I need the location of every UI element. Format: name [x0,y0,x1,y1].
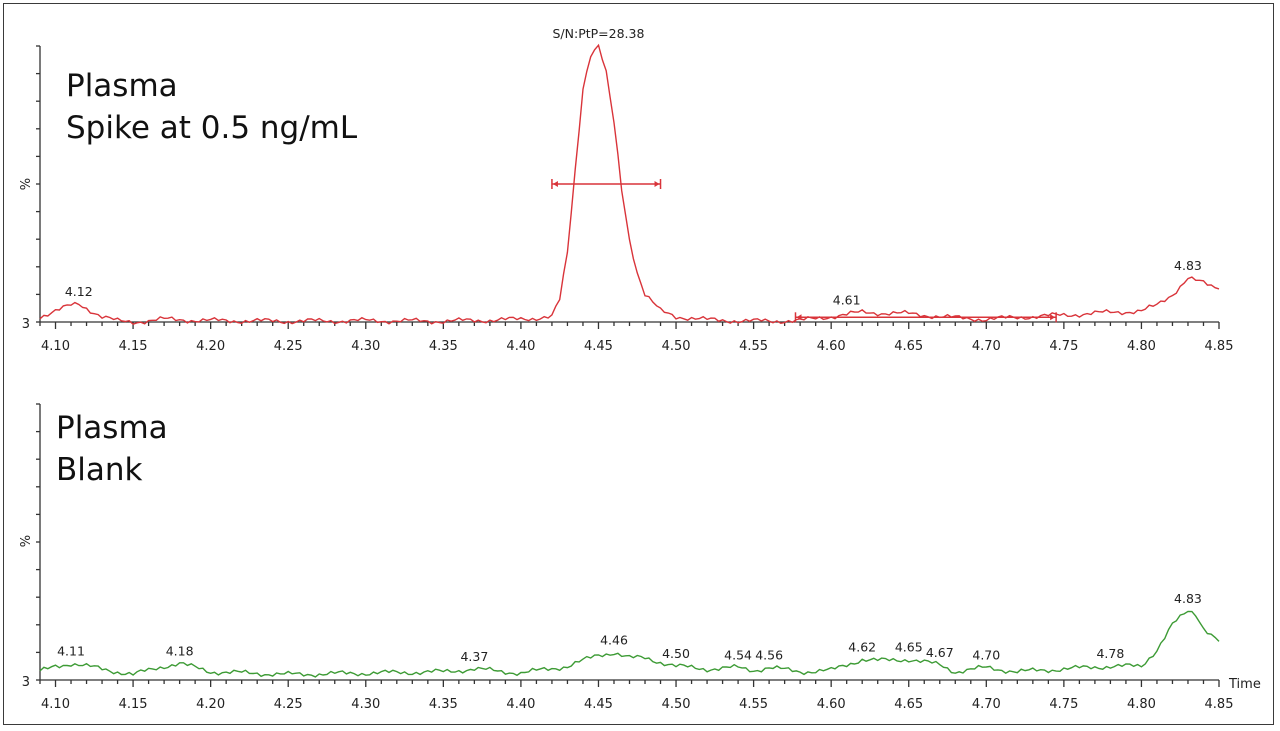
x-tick-label: 4.20 [196,697,225,712]
x-tick-label: 4.15 [119,697,148,712]
y-axis-label: % [19,535,34,547]
x-tick-label: 4.35 [429,339,458,354]
figure-frame [3,3,1274,725]
x-tick-label: 4.80 [1127,697,1156,712]
width-marker-arrow [552,181,558,187]
x-tick-label: 4.75 [1049,339,1078,354]
chart-panel-1: 4.10 4.15 4.20 4.25 4.30 4.35 4.40 4.45 4.50 4.55… [19,26,1233,354]
peak-label: 4.50 [662,646,690,661]
x-tick-label: 4.40 [506,697,535,712]
panel-title-line: Plasma [66,68,178,104]
series-line [39,610,1220,678]
peak-label: 4.61 [833,292,861,307]
width-marker [551,179,662,189]
peak-label: 4.56 [755,648,783,663]
peak-label: 4.78 [1096,646,1124,661]
peak-label: 4.11 [57,643,85,658]
x-tick-label: 4.35 [429,697,458,712]
x-tick-label: 4.85 [1205,339,1234,354]
width-marker-arrow [796,314,802,321]
x-tick-label: 4.60 [817,339,846,354]
y-axis-label: % [19,178,34,190]
chart-panel-2: 4.10 4.15 4.20 4.25 4.30 4.35 4.40 4.45 4.50 4.55… [19,403,1261,712]
x-tick-label: 4.25 [274,339,303,354]
signal-to-noise-label: S/N:PtP=28.38 [552,26,644,41]
peak-label: 4.67 [926,645,954,660]
x-tick-label: 4.55 [739,697,768,712]
x-tick-label: 4.70 [972,697,1001,712]
x-tick-label: 4.20 [196,339,225,354]
x-tick-label: 4.70 [972,339,1001,354]
width-marker [794,312,1057,323]
x-tick-label: 4.75 [1049,697,1078,712]
panel-title-line: Plasma [56,410,168,446]
peak-label: 4.37 [460,649,488,664]
x-tick-label: 4.65 [894,339,923,354]
peak-label: 4.12 [65,284,93,299]
peak-label: 4.70 [972,648,1000,663]
y-min-label: 3 [22,675,30,690]
panel-title-line: Blank [56,452,143,488]
peak-label: 4.65 [895,639,923,654]
x-tick-label: 4.45 [584,697,613,712]
peak-label: 4.46 [600,632,628,647]
x-tick-label: 4.85 [1205,697,1234,712]
width-marker-arrow [654,181,660,187]
peak-label: 4.83 [1174,258,1202,273]
peak-label: 4.62 [848,639,876,654]
x-tick-label: 4.60 [817,697,846,712]
peak-label: 4.83 [1174,591,1202,606]
width-marker-arrow [1050,314,1056,321]
x-tick-label: 4.10 [41,697,70,712]
x-tick-label: 4.50 [662,339,691,354]
x-tick-label: 4.30 [351,339,380,354]
panel-title-line: Spike at 0.5 ng/mL [66,110,358,146]
x-tick-label: 4.25 [274,697,303,712]
x-tick-label: 4.80 [1127,339,1156,354]
x-tick-label: 4.10 [41,339,70,354]
x-tick-label: 4.15 [119,339,148,354]
y-min-label: 3 [22,317,30,332]
peak-label: 4.18 [166,643,194,658]
x-tick-label: 4.65 [894,697,923,712]
x-tick-label: 4.30 [351,697,380,712]
x-tick-label: 4.50 [662,697,691,712]
x-tick-label: 4.40 [506,339,535,354]
x-tick-label: 4.55 [739,339,768,354]
x-tick-label: 4.45 [584,339,613,354]
peak-label: 4.54 [724,648,752,663]
x-axis-label: Time [1228,677,1261,692]
